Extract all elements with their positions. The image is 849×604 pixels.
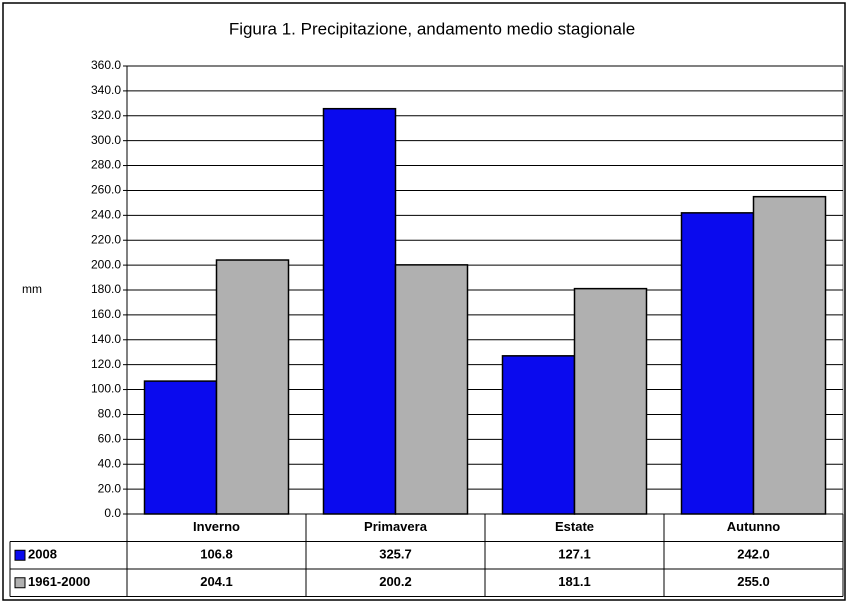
data-label: 255.0 — [737, 574, 770, 589]
y-tick-label: 100.0 — [91, 382, 121, 396]
y-tick-label: 280.0 — [91, 158, 121, 172]
y-axis-label: mm — [22, 282, 42, 296]
bar — [394, 264, 469, 515]
bar — [752, 195, 827, 515]
data-label: 204.1 — [200, 574, 233, 589]
y-tick-label: 260.0 — [91, 183, 121, 197]
y-tick-label: 140.0 — [91, 332, 121, 346]
legend-label: 1961-2000 — [28, 574, 90, 589]
x-tick-label: Primavera — [364, 519, 428, 534]
bar — [322, 107, 397, 515]
data-label: 200.2 — [379, 574, 412, 589]
bar — [501, 355, 576, 515]
y-tick-label: 20.0 — [98, 481, 122, 495]
legend-label: 2008 — [28, 547, 57, 562]
y-tick-label: 40.0 — [98, 456, 122, 470]
y-tick-label: 60.0 — [98, 432, 122, 446]
y-tick-label: 300.0 — [91, 133, 121, 147]
data-label: 106.8 — [200, 547, 233, 562]
bar — [680, 212, 755, 515]
y-tick-label: 80.0 — [98, 407, 122, 421]
bar — [215, 259, 290, 515]
y-tick-label: 160.0 — [91, 307, 121, 321]
y-tick-label: 320.0 — [91, 108, 121, 122]
y-tick-label: 180.0 — [91, 282, 121, 296]
legend-swatch — [14, 577, 26, 589]
y-tick-label: 340.0 — [91, 83, 121, 97]
bar — [143, 380, 218, 515]
bar — [573, 287, 648, 515]
data-label: 325.7 — [379, 547, 412, 562]
chart-title: Figura 1. Precipitazione, andamento medi… — [229, 19, 635, 38]
x-tick-label: Inverno — [193, 519, 240, 534]
x-tick-label: Estate — [555, 519, 594, 534]
data-label: 181.1 — [558, 574, 591, 589]
legend-swatch — [14, 549, 26, 561]
data-label: 242.0 — [737, 547, 770, 562]
x-tick-label: Autunno — [727, 519, 780, 534]
data-label: 127.1 — [558, 547, 591, 562]
y-tick-label: 240.0 — [91, 208, 121, 222]
y-tick-label: 200.0 — [91, 257, 121, 271]
y-tick-label: 360.0 — [91, 58, 121, 72]
y-tick-label: 220.0 — [91, 232, 121, 246]
y-tick-label: 120.0 — [91, 357, 121, 371]
y-tick-label: 0.0 — [104, 506, 121, 520]
